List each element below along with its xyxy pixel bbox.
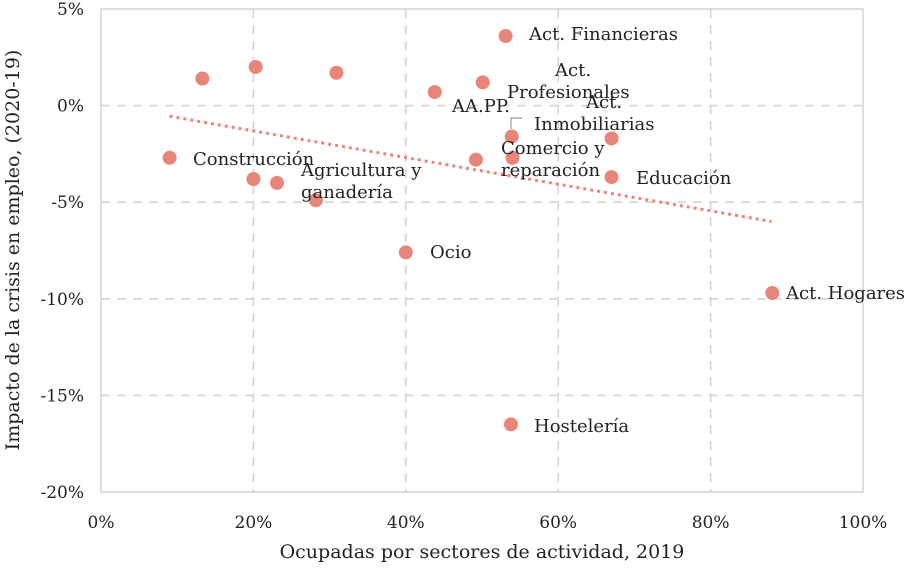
- point-label-act_hogares: Act. Hogares: [785, 283, 905, 304]
- data-point: [398, 245, 413, 260]
- data-point: [504, 129, 519, 144]
- data-point: [468, 152, 483, 167]
- data-point: [246, 172, 261, 187]
- y-tick-label: -5%: [51, 193, 84, 213]
- data-point: [498, 29, 513, 44]
- point-label-comercio: Comercio y reparación: [501, 138, 605, 181]
- data-points: [162, 29, 780, 432]
- point-label-ocio: Ocio: [430, 242, 471, 263]
- y-axis-ticks: 5% 0% -5% -10% -15% -20%: [40, 0, 84, 503]
- data-point: [765, 286, 780, 301]
- label-leader-lines: [510, 117, 522, 129]
- x-tick-label: 0%: [88, 513, 115, 533]
- x-tick-label: 80%: [692, 513, 730, 533]
- y-axis-title: Impacto de la crisis en empleo, (2020-19…: [2, 50, 24, 451]
- point-label-act_profesionales: Act. Profesionales: [507, 60, 630, 103]
- data-point: [503, 417, 518, 432]
- data-point: [162, 150, 177, 165]
- data-point: [195, 71, 210, 86]
- data-point: [329, 65, 344, 80]
- y-tick-label: -10%: [40, 290, 84, 310]
- x-tick-label: 40%: [387, 513, 425, 533]
- x-tick-label: 60%: [539, 513, 577, 533]
- x-axis-ticks: 0% 20% 40% 60% 80% 100%: [88, 513, 888, 533]
- point-label-act_inmobiliarias: Act. Inmobiliarias: [534, 92, 654, 135]
- point-label-educacion: Educación: [636, 168, 732, 189]
- point-label-hosteleria: Hostelería: [534, 416, 629, 437]
- x-tick-label: 100%: [839, 513, 888, 533]
- grid-lines: [101, 9, 863, 492]
- point-label-construccion: Construcción: [193, 149, 315, 170]
- y-tick-label: 5%: [57, 0, 84, 20]
- x-axis-title: Ocupadas por sectores de actividad, 2019: [280, 541, 685, 563]
- point-label-agricultura: Agricultura y ganadería: [300, 160, 422, 203]
- data-point: [270, 175, 285, 190]
- data-point: [308, 193, 323, 208]
- data-point: [427, 85, 442, 100]
- point-label-act_financieras: Act. Financieras: [528, 24, 678, 45]
- y-tick-label: 0%: [57, 97, 84, 117]
- data-point: [604, 131, 619, 146]
- plot-frame: [100, 8, 864, 493]
- x-tick-label: 20%: [235, 513, 273, 533]
- y-tick-label: -15%: [40, 386, 84, 406]
- label-leader-line: [510, 117, 522, 129]
- data-point: [604, 170, 619, 185]
- data-point: [475, 75, 490, 90]
- y-tick-label: -20%: [40, 483, 84, 503]
- data-point: [505, 150, 520, 165]
- data-point: [248, 59, 263, 74]
- point-label-aapp: AA.PP.: [451, 96, 510, 117]
